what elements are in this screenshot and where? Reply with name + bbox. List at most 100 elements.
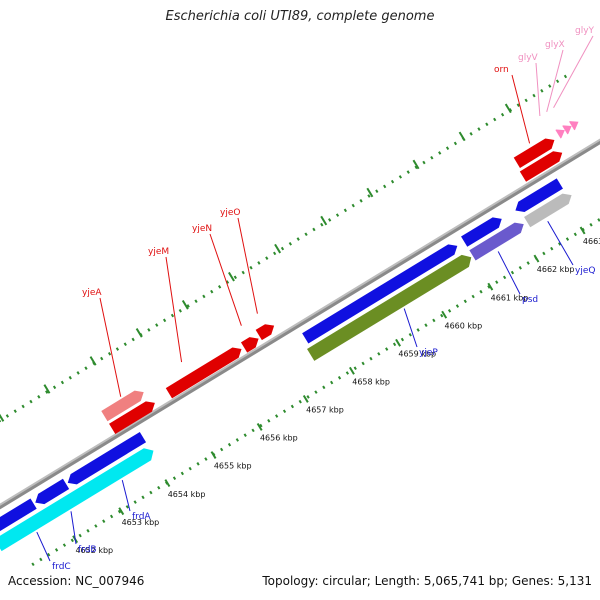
gene-label-glyV: glyV [518, 53, 539, 63]
minor-tick-bottom [526, 261, 530, 265]
major-tick-bottom [395, 338, 401, 347]
minor-tick-top [29, 399, 33, 404]
minor-tick-bottom [353, 366, 357, 371]
gene-arrow-yjeN [240, 337, 259, 353]
minor-tick-bottom [471, 294, 475, 299]
gene-label-leader [70, 511, 77, 545]
minor-tick-bottom [243, 433, 247, 437]
minor-tick-top [351, 203, 355, 208]
gene-label-yjeA: yjeA [82, 288, 102, 298]
minor-tick-bottom [447, 309, 452, 313]
minor-tick-top [288, 242, 292, 246]
minor-tick-top [265, 256, 269, 260]
minor-tick-top [524, 98, 528, 103]
minor-tick-top [540, 89, 544, 93]
gene-arrow-orn [519, 151, 563, 182]
minor-tick-bottom [589, 222, 593, 227]
minor-tick-bottom [141, 495, 145, 500]
gene-label-frdB: frdB [78, 545, 97, 555]
gene-arrow-yjeP [307, 254, 472, 361]
minor-tick-bottom [337, 375, 342, 380]
minor-tick-top [532, 93, 536, 98]
major-tick-top [458, 131, 466, 142]
major-tick-top [43, 384, 51, 394]
minor-tick-top [555, 79, 560, 84]
minor-tick-top [320, 222, 324, 227]
major-tick-bottom [210, 451, 217, 459]
minor-tick-top [414, 165, 418, 170]
minor-tick-top [202, 294, 206, 299]
minor-tick-top [194, 299, 198, 304]
gene-label-yjeQ: yjeQ [575, 266, 595, 276]
minor-tick-bottom [330, 380, 334, 385]
gene-label-yjeN: yjeN [192, 224, 212, 234]
tick-label: 4657 kbp [306, 406, 344, 415]
major-tick-bottom [302, 394, 309, 403]
minor-tick-top [563, 74, 568, 79]
minor-tick-top [359, 198, 363, 203]
minor-tick-bottom [392, 342, 397, 347]
minor-tick-bottom [361, 361, 365, 366]
tick-label: 4662 kbp [537, 265, 575, 274]
minor-tick-top [273, 251, 277, 256]
minor-tick-top [210, 289, 214, 294]
minor-tick-bottom [149, 490, 153, 495]
minor-tick-top [225, 280, 230, 284]
minor-tick-bottom [495, 280, 499, 284]
minor-tick-top [76, 371, 80, 375]
major-tick-bottom [579, 226, 586, 235]
gene-arrow-psd [469, 222, 524, 261]
gene-label-psd: psd [522, 295, 538, 305]
minor-tick-bottom [78, 533, 82, 538]
major-tick-top [0, 413, 5, 422]
minor-tick-top [390, 179, 395, 184]
minor-tick-bottom [54, 548, 59, 552]
gene-arrow-tRNA [555, 129, 565, 139]
minor-tick-bottom [597, 218, 600, 222]
minor-tick-bottom [416, 328, 420, 332]
tick-label: 4652 kbp [75, 546, 113, 555]
gene-label-leader [165, 256, 183, 363]
accession-text: Accession: NC_007946 [8, 574, 145, 588]
gene-arrow-yjeM [165, 347, 242, 399]
gene-label-yjeP: yjeP [419, 348, 438, 358]
minor-tick-top [155, 323, 159, 327]
minor-tick-top [68, 375, 72, 380]
gene-arrow-orn-top [513, 138, 555, 168]
minor-tick-bottom [70, 538, 74, 543]
minor-tick-bottom [94, 524, 98, 528]
genome-summary-text: Topology: circular; Length: 5,065,741 bp… [262, 574, 592, 588]
minor-tick-bottom [86, 528, 90, 533]
major-tick-top [320, 215, 328, 226]
minor-tick-top [477, 127, 481, 131]
minor-tick-bottom [125, 505, 129, 509]
gene-arrow-yjeA-top [101, 390, 144, 422]
major-tick-top [89, 356, 97, 366]
minor-tick-bottom [565, 237, 570, 241]
minor-tick-bottom [133, 500, 137, 504]
minor-tick-bottom [259, 423, 263, 428]
minor-tick-top [107, 351, 112, 356]
minor-tick-bottom [314, 390, 318, 394]
minor-tick-bottom [267, 419, 271, 423]
minor-tick-bottom [377, 352, 381, 356]
minor-tick-bottom [408, 332, 412, 337]
minor-tick-top [383, 184, 387, 189]
gene-arrow-frd-cyan [0, 448, 154, 552]
major-tick-bottom [164, 479, 171, 488]
minor-tick-top [453, 141, 458, 146]
gene-label-leader [209, 233, 242, 326]
minor-tick-top [406, 170, 410, 174]
backbone-line [0, 140, 600, 510]
minor-tick-bottom [479, 289, 483, 294]
major-tick-bottom [256, 423, 263, 431]
minor-tick-bottom [557, 242, 562, 246]
minor-tick-bottom [109, 514, 114, 519]
gene-label-leader [121, 479, 131, 512]
tick-label: 4660 kbp [445, 321, 483, 330]
gene-label-leader [546, 49, 564, 112]
minor-tick-top [131, 337, 135, 342]
gene-label-orn: orn [494, 65, 509, 75]
gene-label-leader [497, 251, 521, 295]
minor-tick-bottom [251, 428, 255, 433]
